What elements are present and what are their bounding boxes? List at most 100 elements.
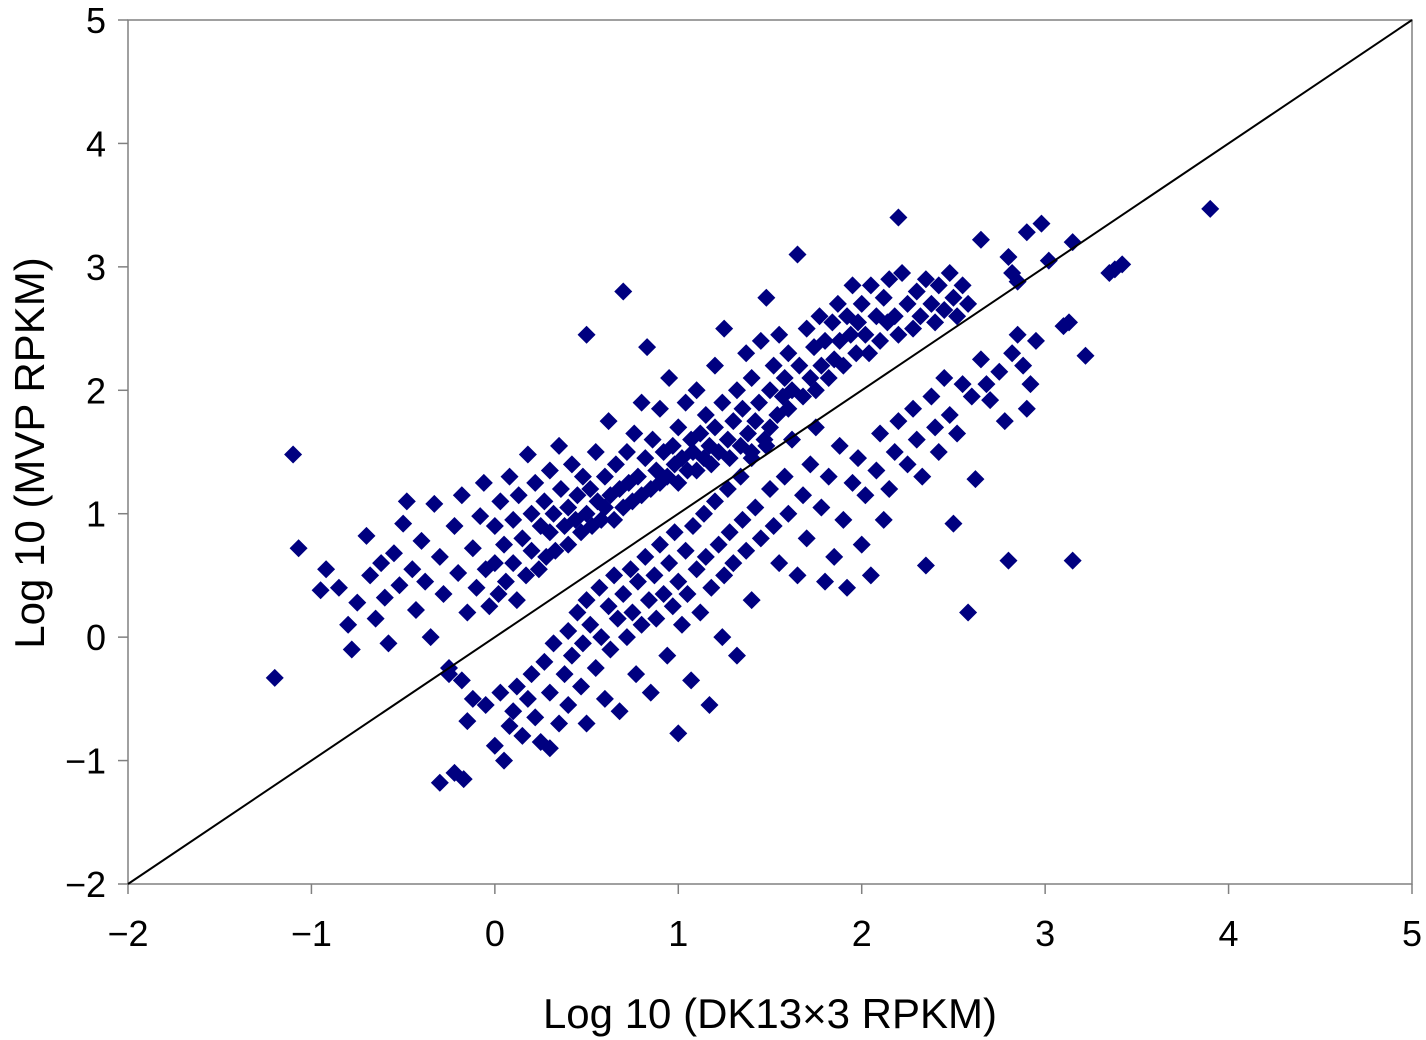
data-point xyxy=(284,445,303,464)
data-point xyxy=(421,628,440,647)
data-point xyxy=(590,578,609,597)
data-point xyxy=(935,368,954,387)
data-point xyxy=(577,591,596,610)
data-point xyxy=(713,628,732,647)
data-point xyxy=(1021,375,1040,394)
data-point xyxy=(535,652,554,671)
data-point xyxy=(636,449,655,468)
data-point xyxy=(416,572,435,591)
data-point xyxy=(794,387,813,406)
data-point xyxy=(265,668,284,687)
data-point xyxy=(384,544,403,563)
data-point xyxy=(605,566,624,585)
data-point xyxy=(544,504,563,523)
data-point xyxy=(929,443,948,461)
x-tick-label: 4 xyxy=(1219,913,1239,954)
data-point xyxy=(713,393,732,412)
data-point xyxy=(379,634,398,653)
data-point xyxy=(471,507,490,526)
data-point xyxy=(522,541,541,560)
data-point xyxy=(650,535,669,554)
data-point xyxy=(880,480,899,499)
data-point xyxy=(904,399,923,418)
data-point xyxy=(940,264,959,283)
data-point xyxy=(1008,272,1027,291)
data-point xyxy=(639,591,658,610)
data-point xyxy=(614,282,633,301)
y-tick-label: 4 xyxy=(86,123,106,164)
data-point xyxy=(586,659,605,677)
data-point xyxy=(425,494,444,513)
data-point xyxy=(1113,255,1132,274)
data-point xyxy=(617,628,636,647)
data-point xyxy=(764,517,783,536)
x-tick-label: −1 xyxy=(291,913,332,954)
data-point xyxy=(397,492,416,511)
data-point xyxy=(913,467,932,486)
data-point xyxy=(819,467,838,486)
data-point xyxy=(559,696,578,715)
data-point xyxy=(544,634,563,653)
data-point xyxy=(463,689,482,708)
data-point xyxy=(916,556,935,575)
y-tick-label: 5 xyxy=(86,0,106,41)
data-point xyxy=(577,714,596,733)
data-point xyxy=(737,541,756,560)
data-point xyxy=(526,708,545,727)
plot-border xyxy=(127,19,1413,885)
data-point xyxy=(577,325,596,344)
data-point xyxy=(638,338,657,357)
data-point xyxy=(628,572,647,591)
data-point xyxy=(513,529,532,548)
data-point xyxy=(573,634,592,653)
data-point xyxy=(555,665,574,684)
data-point xyxy=(390,576,409,595)
data-point xyxy=(885,443,904,461)
data-point xyxy=(445,517,464,536)
data-point xyxy=(962,387,981,406)
data-point xyxy=(329,578,348,597)
data-point xyxy=(474,473,493,492)
data-point xyxy=(504,510,523,529)
y-axis-title: Log 10 (MVP RPKM) xyxy=(6,257,53,648)
data-point xyxy=(871,331,890,350)
data-point xyxy=(518,445,537,464)
data-point xyxy=(944,288,963,307)
data-point xyxy=(1039,251,1058,270)
data-point xyxy=(551,480,570,499)
data-point xyxy=(860,344,879,363)
data-point xyxy=(489,584,508,603)
data-point xyxy=(507,591,526,610)
data-points xyxy=(265,199,1220,792)
data-point xyxy=(361,566,380,585)
data-point xyxy=(797,529,816,548)
data-point xyxy=(669,572,688,591)
data-point xyxy=(828,294,847,313)
data-point xyxy=(1017,223,1036,242)
data-point xyxy=(757,288,776,307)
data-point xyxy=(742,591,761,610)
data-point xyxy=(819,368,838,387)
data-point xyxy=(643,430,662,449)
data-point xyxy=(1076,346,1095,365)
data-point xyxy=(746,412,765,431)
data-point xyxy=(715,566,734,585)
data-point xyxy=(348,593,367,612)
data-point xyxy=(614,584,633,603)
data-point xyxy=(874,510,893,529)
data-point xyxy=(705,356,724,375)
data-point xyxy=(463,539,482,558)
data-point xyxy=(500,467,519,486)
data-point xyxy=(880,270,899,289)
data-point xyxy=(977,375,996,394)
data-point xyxy=(529,560,548,579)
data-point xyxy=(801,455,820,474)
data-point xyxy=(779,504,798,523)
data-point xyxy=(535,492,554,511)
data-point xyxy=(841,325,860,344)
data-point xyxy=(981,391,1000,410)
data-point xyxy=(518,689,537,708)
data-point xyxy=(507,677,526,696)
data-point xyxy=(761,480,779,499)
data-point xyxy=(966,470,985,489)
